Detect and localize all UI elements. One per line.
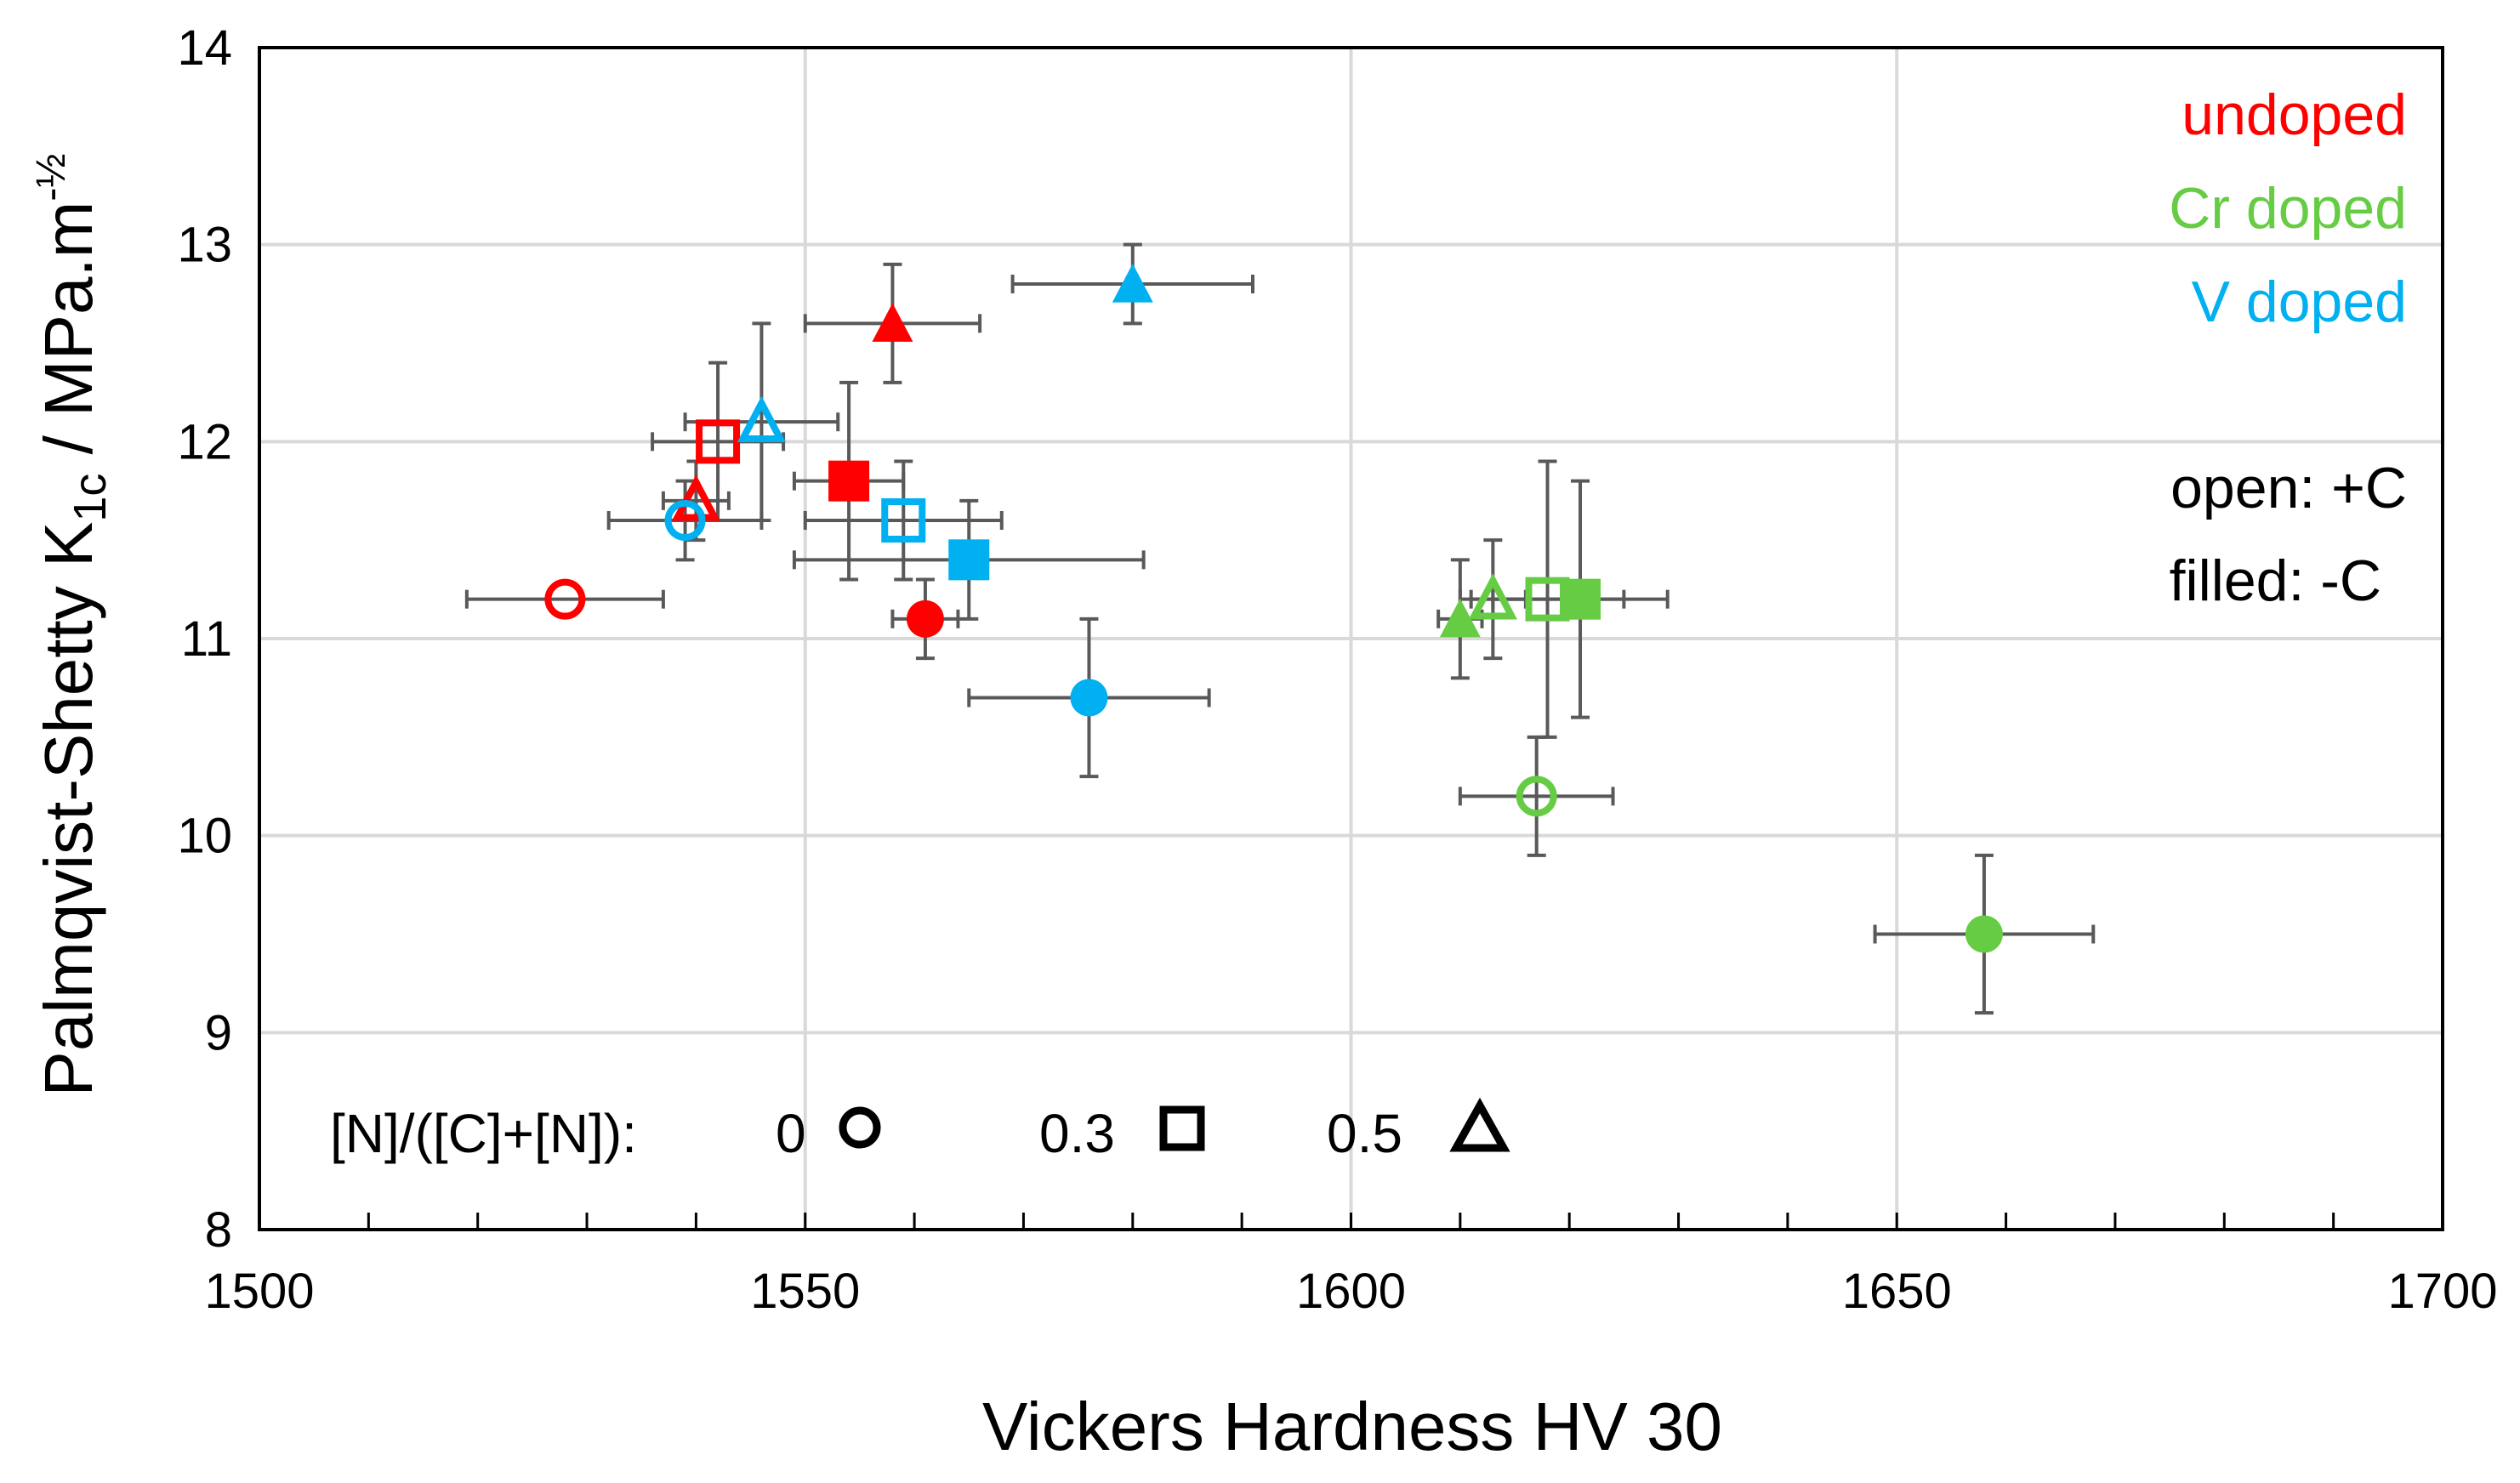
legend-cr-doped: Cr doped bbox=[2169, 176, 2407, 241]
legend-v-doped: V doped bbox=[2192, 270, 2407, 334]
y-axis-title-superscript: -½ bbox=[29, 154, 74, 202]
y-tick-label: 9 bbox=[205, 1005, 232, 1060]
v-doped-open-triangle-marker bbox=[737, 395, 787, 442]
y-axis-title-main: Palmqvist-Shetty K bbox=[31, 522, 106, 1097]
legend: undoped Cr doped V doped open: +C filled… bbox=[2169, 82, 2407, 613]
shape-key-value-0-5: 0.5 bbox=[1327, 1103, 1402, 1164]
v-doped-open-circle-marker bbox=[664, 500, 706, 541]
legend-undoped: undoped bbox=[2182, 82, 2407, 147]
shape-key-circle-icon bbox=[839, 1106, 881, 1149]
undoped-open-circle-marker bbox=[544, 578, 586, 620]
shape-key-label: [N]/([C]+[N]): bbox=[330, 1103, 637, 1164]
x-tick-labels: 1500 1550 1600 1650 1700 bbox=[204, 1264, 2497, 1319]
y-tick-label: 12 bbox=[177, 414, 232, 469]
error-bars bbox=[464, 242, 2096, 1015]
plot-area bbox=[258, 46, 2444, 1231]
y-tick-label: 14 bbox=[177, 20, 232, 76]
shape-key-square-icon bbox=[1159, 1105, 1205, 1151]
shape-key-triangle-icon bbox=[1449, 1097, 1510, 1152]
cr-doped-filled-square-marker bbox=[1560, 578, 1601, 620]
y-tick-label: 10 bbox=[177, 809, 232, 864]
x-tick-label: 1550 bbox=[750, 1264, 860, 1319]
undoped-open-square-marker bbox=[696, 419, 741, 464]
x-tick-label: 1500 bbox=[204, 1264, 314, 1319]
cr-doped-open-circle-marker bbox=[1516, 776, 1557, 817]
x-tick-label: 1600 bbox=[1296, 1264, 1406, 1319]
v-doped-filled-square-marker bbox=[948, 539, 990, 581]
x-tick-label: 1700 bbox=[2387, 1264, 2497, 1319]
undoped-filled-square-marker bbox=[828, 460, 870, 502]
legend-open-marker-note: open: +C bbox=[2170, 456, 2407, 520]
y-tick-label: 8 bbox=[205, 1202, 232, 1258]
y-tick-label: 11 bbox=[181, 611, 232, 667]
undoped-filled-circle-marker bbox=[906, 599, 944, 638]
y-axis-title: Palmqvist-Shetty K1c / MPa.m-½ bbox=[29, 154, 116, 1097]
legend-filled-marker-note: filled: -C bbox=[2170, 548, 2381, 613]
v-doped-open-square-marker bbox=[881, 498, 926, 543]
v-doped-filled-triangle-marker bbox=[1112, 264, 1153, 303]
y-tick-label: 13 bbox=[177, 218, 232, 273]
undoped-open-triangle-marker bbox=[671, 474, 721, 521]
v-doped-filled-circle-marker bbox=[1070, 679, 1108, 717]
grid bbox=[259, 48, 2443, 1230]
shape-key-value-0: 0 bbox=[776, 1103, 806, 1164]
y-axis-title-units: / MPa.m bbox=[31, 202, 106, 474]
x-axis-title: Vickers Hardness HV 30 bbox=[982, 1389, 1722, 1464]
y-axis-title-subscript: 1c bbox=[65, 474, 116, 522]
x-tick-label: 1650 bbox=[1842, 1264, 1952, 1319]
cr-doped-filled-triangle-marker bbox=[1439, 598, 1481, 638]
minor-ticks bbox=[367, 1213, 2335, 1230]
undoped-filled-triangle-marker bbox=[872, 303, 913, 342]
cr-doped-filled-circle-marker bbox=[1965, 915, 2003, 953]
shape-key: [N]/([C]+[N]): 0 0.3 0.5 bbox=[330, 1097, 1510, 1164]
data-markers bbox=[544, 264, 2003, 953]
shape-key-value-0-3: 0.3 bbox=[1039, 1103, 1115, 1164]
cr-doped-open-triangle-marker bbox=[1468, 573, 1517, 620]
y-tick-labels: 8 9 10 11 12 13 14 bbox=[177, 20, 232, 1258]
